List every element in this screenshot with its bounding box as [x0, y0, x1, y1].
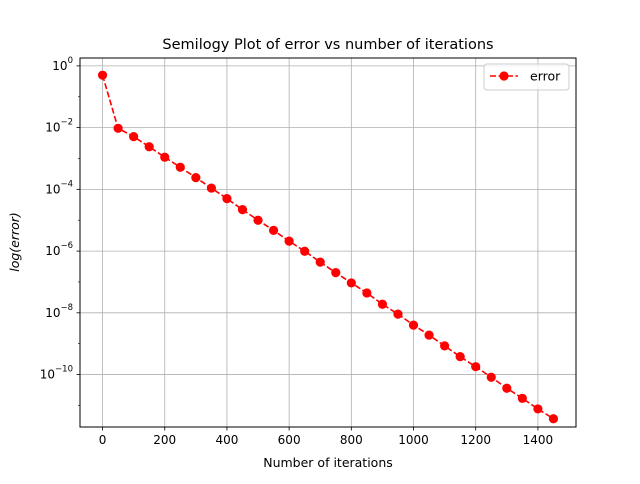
x-tick-label: 0 — [99, 433, 107, 447]
data-point — [175, 162, 185, 172]
data-point — [362, 288, 372, 298]
series-error — [97, 70, 559, 424]
data-point — [440, 341, 450, 351]
x-tick-label: 1200 — [460, 433, 491, 447]
x-tick-label: 1000 — [398, 433, 429, 447]
data-point — [268, 225, 279, 235]
data-point — [533, 404, 543, 414]
data-point — [113, 123, 123, 133]
plot-frame — [79, 57, 577, 428]
data-point — [486, 372, 496, 382]
x-tick-label: 400 — [215, 433, 238, 447]
chart-title: Semilogy Plot of error vs number of iter… — [162, 37, 493, 53]
x-tick-label: 600 — [278, 433, 301, 447]
legend: error — [483, 63, 570, 91]
x-tick-label: 800 — [340, 433, 363, 447]
x-tick-label: 1400 — [523, 433, 554, 447]
data-point — [331, 268, 341, 278]
data-point — [377, 299, 388, 309]
data-point — [502, 383, 512, 393]
data-point — [160, 152, 170, 162]
grid — [80, 58, 576, 427]
data-point — [206, 183, 216, 193]
data-point — [253, 215, 263, 225]
data-point — [144, 142, 154, 152]
data-point — [346, 278, 356, 288]
data-point — [455, 352, 465, 362]
x-axis-label: Number of iterations — [263, 455, 393, 470]
data-point — [424, 330, 434, 340]
data-point — [393, 309, 403, 319]
legend-box — [483, 63, 570, 91]
x-axis-ticks: 0 200 400 600 800 1000 1200 1400 — [99, 427, 553, 447]
data-point — [129, 132, 139, 142]
data-point — [97, 70, 108, 80]
data-point — [548, 414, 559, 424]
y-axis-label: log(error) — [7, 212, 22, 272]
data-point — [315, 257, 325, 267]
data-point — [237, 205, 248, 215]
data-point — [191, 173, 201, 183]
legend-marker — [499, 71, 509, 81]
data-point — [471, 362, 481, 372]
data-point — [517, 393, 527, 403]
data-point — [300, 246, 310, 256]
data-point — [408, 320, 419, 330]
legend-label-error: error — [530, 69, 561, 84]
data-point — [284, 236, 294, 246]
data-point — [222, 194, 232, 204]
x-tick-label: 200 — [153, 433, 176, 447]
